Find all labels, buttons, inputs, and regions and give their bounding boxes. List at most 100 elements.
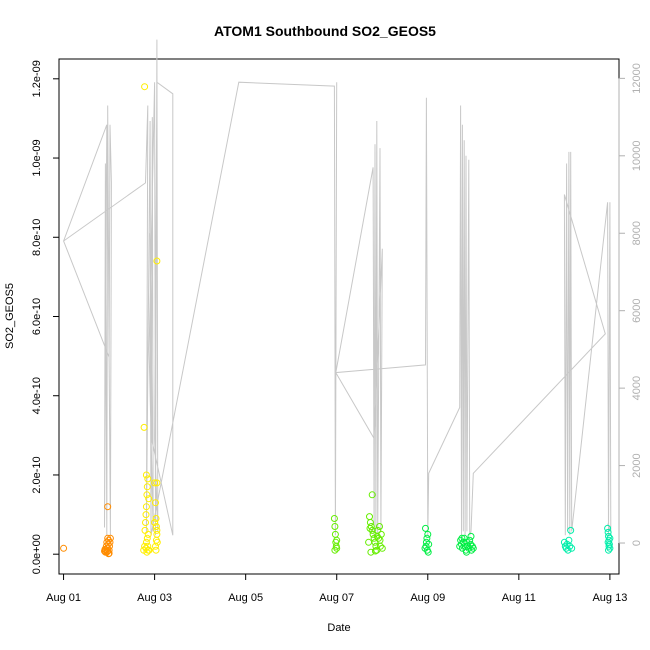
y2-tick-label: 2000: [631, 453, 643, 477]
data-point: [567, 526, 575, 534]
x-axis-label: Date: [327, 622, 350, 634]
y2-tick-label: 12000: [631, 63, 643, 94]
data-point: [152, 499, 159, 507]
data-point: [106, 534, 114, 542]
data-point: [140, 423, 148, 431]
data-point: [152, 546, 160, 554]
data-point: [366, 513, 373, 521]
series-0: [60, 503, 114, 558]
data-point: [371, 547, 379, 555]
data-point: [367, 523, 375, 530]
data-point: [368, 491, 376, 499]
data-point: [378, 544, 386, 552]
data-point: [152, 523, 160, 530]
x-tick-label: Aug 11: [502, 592, 536, 604]
y-tick-label: 2.0e-10: [31, 456, 43, 493]
data-point: [142, 519, 149, 526]
data-point: [458, 534, 466, 542]
data-point: [104, 503, 112, 511]
data-point: [60, 544, 68, 552]
data-point: [104, 534, 112, 542]
x-tick-label: Aug 05: [228, 592, 263, 604]
data-point: [145, 546, 153, 554]
data-point: [153, 526, 161, 534]
data-point: [153, 257, 161, 265]
data-point: [469, 544, 477, 552]
data-point: [365, 538, 373, 546]
y-axis-label: SO2_GEOS5: [4, 283, 16, 349]
data-point: [105, 546, 113, 554]
y-tick-label: 4.0e-10: [31, 377, 43, 414]
data-point: [373, 532, 381, 540]
data-point: [366, 519, 374, 526]
data-point: [142, 503, 150, 511]
data-point: [143, 491, 151, 499]
data-point: [564, 546, 572, 554]
x-axis: Aug 01 Aug 03 Aug 05 Aug 07 Aug 09 Aug 11 Aug …: [46, 573, 627, 604]
data-point: [369, 530, 377, 538]
data-point: [105, 550, 113, 558]
data-point: [142, 511, 150, 519]
data-point: [141, 83, 149, 91]
y2-tick-label: 6000: [631, 298, 643, 322]
data-point: [144, 530, 152, 538]
data-point: [422, 524, 429, 532]
data-point: [459, 538, 467, 546]
x-tick-label: Aug 09: [410, 592, 445, 604]
y2-tick-label: 10000: [631, 141, 643, 172]
altitude-line: [62, 39, 612, 536]
x-tick-label: Aug 03: [137, 592, 172, 604]
data-point: [421, 544, 429, 552]
data-point: [106, 538, 114, 546]
data-point: [605, 546, 612, 554]
data-point: [463, 548, 470, 556]
x-tick-label: Aug 01: [46, 592, 81, 604]
data-point: [456, 542, 464, 550]
plot-frame: [58, 58, 620, 575]
y-tick-label: 6.0e-10: [31, 298, 43, 335]
data-point: [152, 536, 160, 544]
series-1: [140, 83, 161, 556]
data-point: [372, 542, 380, 550]
data-point: [331, 546, 339, 554]
data-point: [141, 542, 149, 550]
data-point: [605, 542, 613, 550]
data-point: [330, 515, 338, 522]
x-tick-label: Aug 13: [592, 592, 627, 604]
data-point: [425, 540, 433, 548]
y2-tick-label: 4000: [631, 376, 643, 400]
points-layer: [60, 83, 614, 558]
data-point: [604, 524, 612, 532]
series-3: [421, 524, 477, 556]
data-point: [367, 548, 375, 556]
series-4: [560, 524, 614, 554]
data-point: [467, 532, 475, 540]
data-point: [466, 536, 474, 544]
data-point: [151, 479, 159, 487]
data-point: [141, 526, 149, 534]
data-point: [144, 475, 152, 483]
data-point: [153, 479, 161, 487]
data-point: [143, 483, 151, 491]
y-tick-label: 8.0e-10: [31, 219, 43, 256]
y-tick-label: 0.0e+00: [31, 534, 43, 574]
y2-axis: 0 2000 4000 6000 8000 10000 12000: [618, 63, 643, 546]
data-point: [140, 546, 148, 554]
data-point: [151, 519, 159, 526]
altitude-layer: [62, 39, 612, 536]
y-tick-label: 1.2e-09: [31, 60, 43, 97]
y2-tick-label: 0: [631, 540, 643, 546]
data-point: [142, 471, 150, 479]
data-point: [566, 542, 574, 550]
series-2: [330, 491, 386, 556]
y-tick-label: 1.0e-09: [31, 139, 43, 176]
data-point: [606, 534, 614, 542]
data-point: [568, 544, 576, 552]
data-point: [376, 523, 383, 530]
data-point: [424, 530, 432, 538]
data-point: [604, 538, 612, 546]
data-point: [331, 523, 339, 530]
data-point: [424, 548, 432, 556]
data-point: [145, 495, 153, 503]
